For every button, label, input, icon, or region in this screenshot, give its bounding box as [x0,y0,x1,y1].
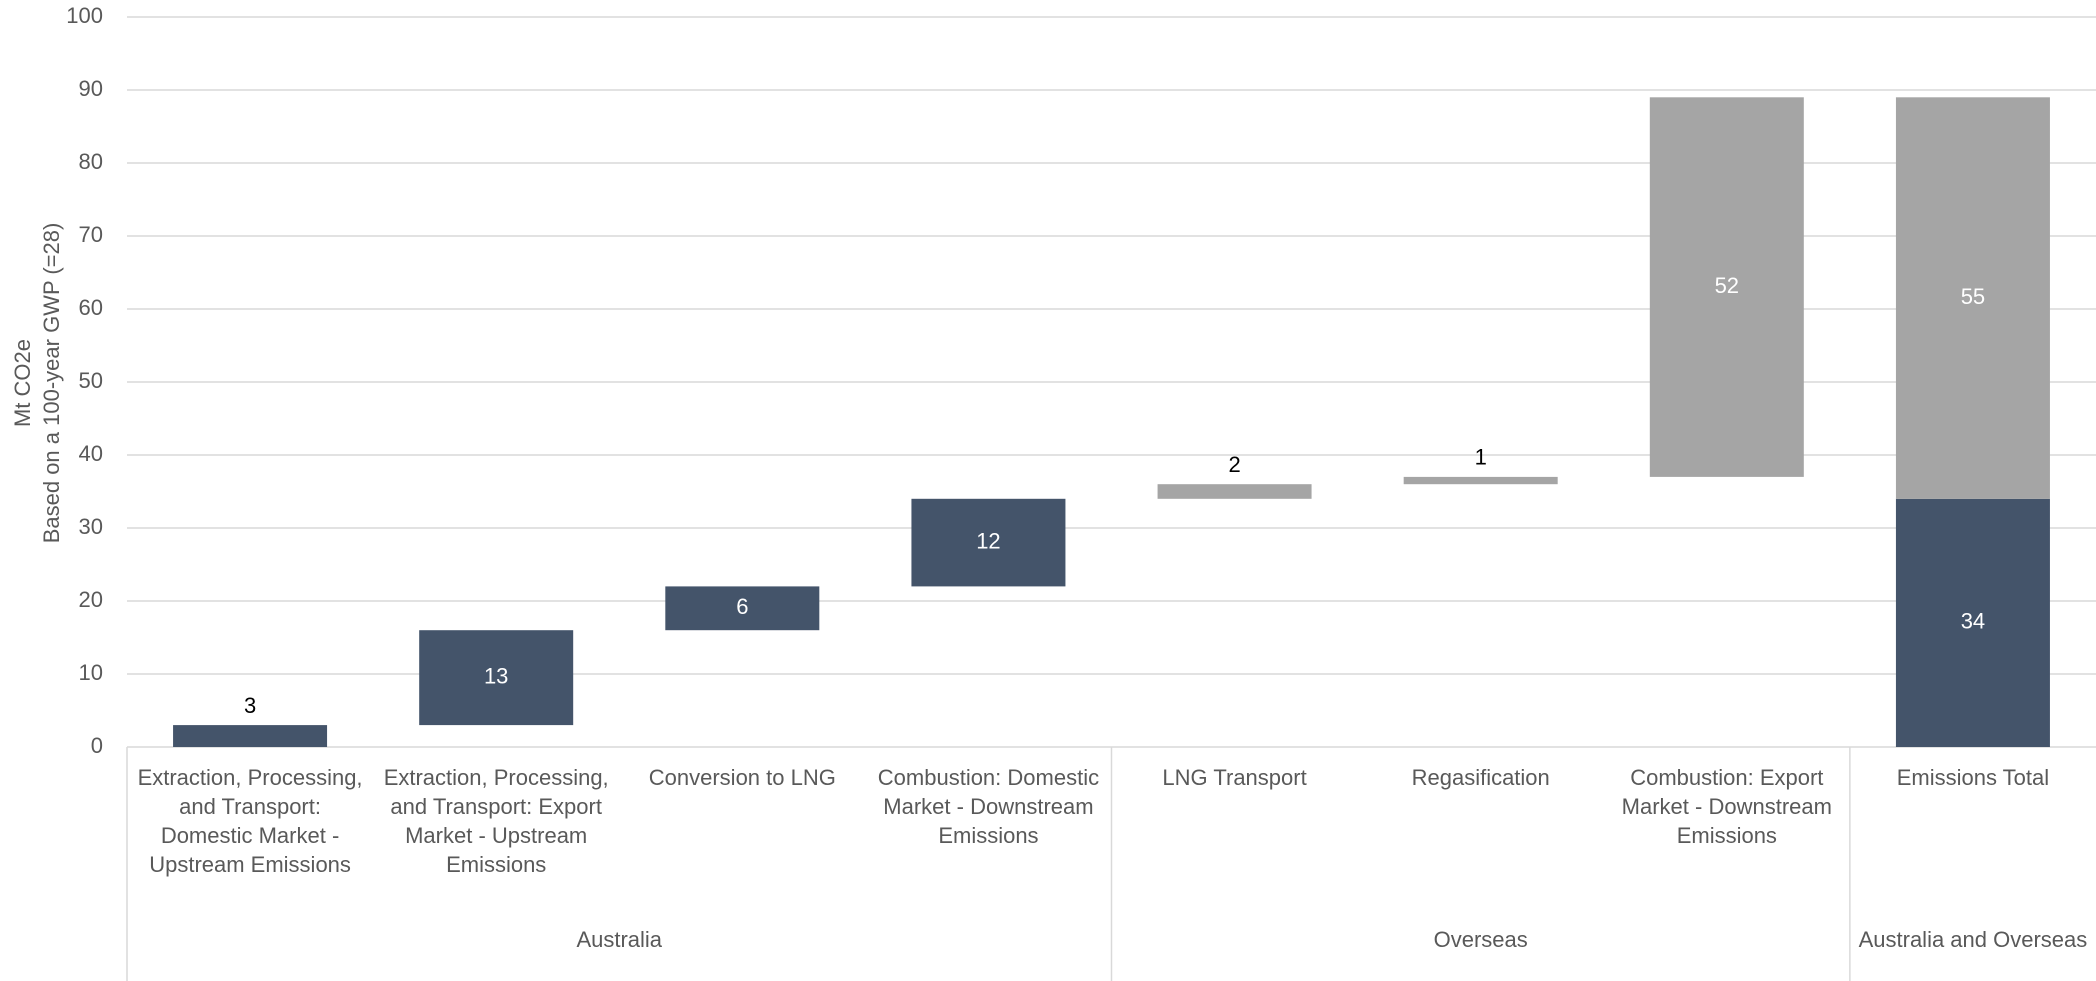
x-tick-label: LNG Transport [1162,765,1307,790]
y-axis-label: Mt CO2e [10,339,35,427]
x-tick-label: Conversion to LNG [648,765,836,790]
bar [1157,484,1312,499]
y-tick-label: 50 [79,368,103,393]
bar [419,630,574,726]
group-label: Australia [576,927,663,952]
y-tick-label: 30 [79,514,103,539]
data-label: 52 [1715,273,1739,298]
x-tick-label: Combustion: Domestic Market - Downstream… [877,765,1100,848]
data-label: 13 [484,663,508,688]
bar [1895,498,2050,747]
data-label: 2 [1228,452,1240,477]
y-tick-label: 0 [91,733,103,758]
data-label: 6 [736,594,748,619]
x-tick-label: Emissions Total [1896,765,2050,790]
bar [1649,97,1804,477]
data-label: 12 [976,528,1000,553]
bar [911,498,1066,587]
group-label: Overseas [1433,927,1528,952]
x-tick-label: Combustion: Export Market - Downstream E… [1621,765,1832,848]
x-tick-label: Extraction, Processing, and Transport: D… [137,765,363,877]
y-tick-label: 60 [79,295,103,320]
bar [1895,97,2050,499]
bar [665,586,820,631]
group-label: Australia and Overseas [1858,927,2088,952]
bar [173,725,328,747]
data-label: 1 [1475,445,1487,470]
y-tick-label: 80 [79,149,103,174]
data-label: 3 [244,693,256,718]
y-tick-label: 90 [79,76,103,101]
y-tick-label: 40 [79,441,103,466]
y-tick-label: 20 [79,587,103,612]
x-tick-label: Regasification [1411,765,1550,790]
y-tick-label: 10 [79,660,103,685]
y-axis-label: Based on a 100-year GWP (=28) [39,223,64,544]
y-tick-label: 70 [79,222,103,247]
data-label: 55 [1961,284,1985,309]
x-tick-label: Extraction, Processing, and Transport: E… [383,765,609,877]
data-label: 34 [1961,609,1985,634]
bar [1403,476,1558,485]
y-tick-label: 100 [66,3,103,28]
